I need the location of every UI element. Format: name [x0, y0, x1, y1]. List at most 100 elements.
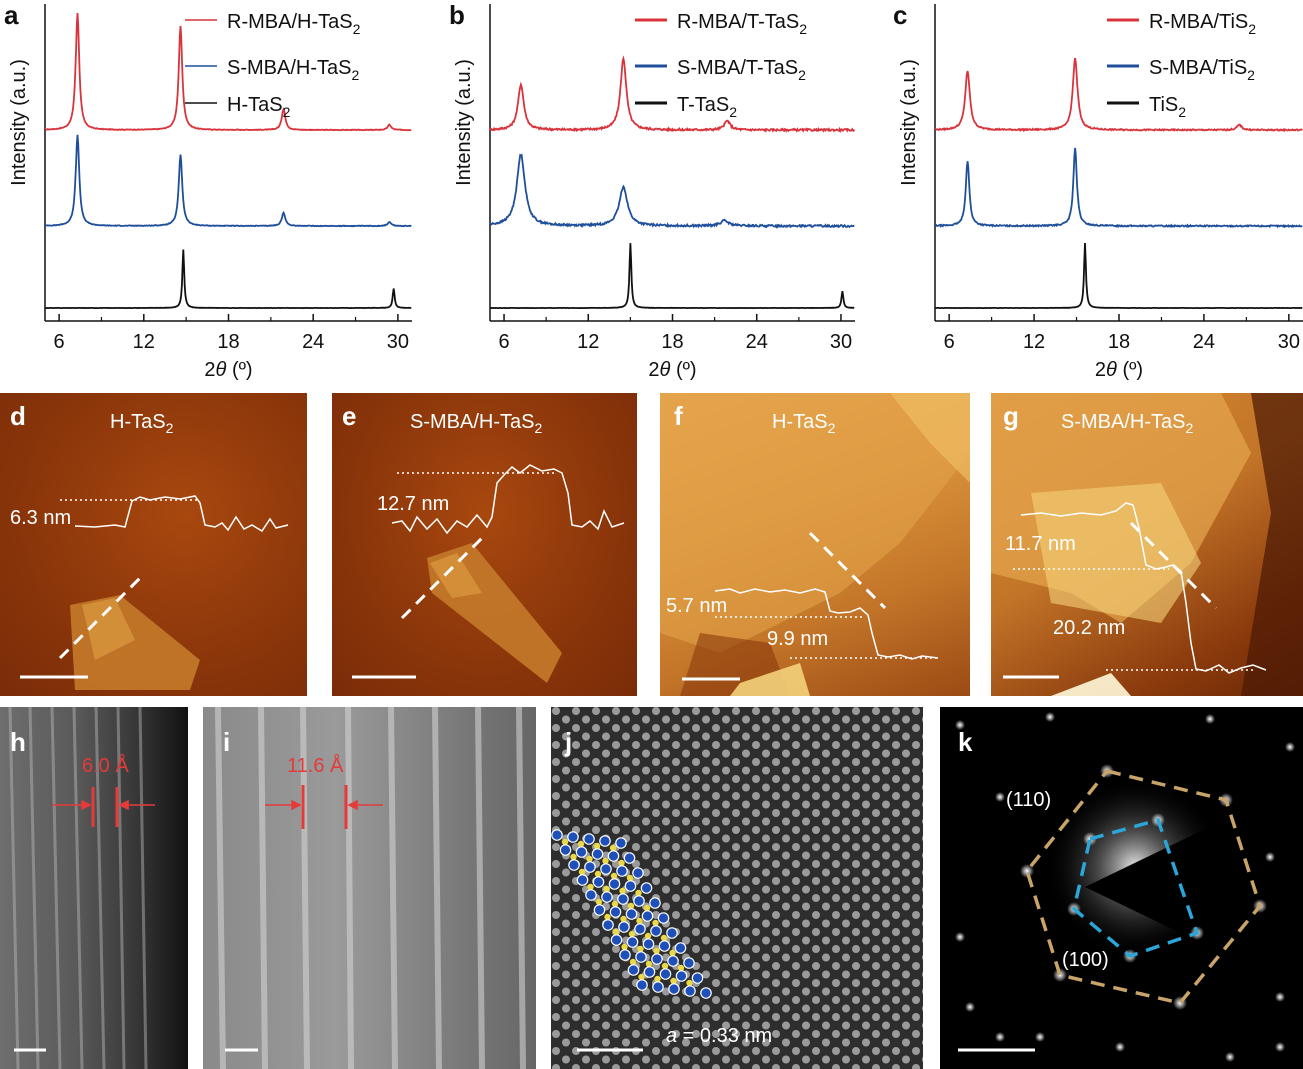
atom-ta [700, 987, 712, 999]
atom-s [612, 928, 620, 936]
x-tick-label: 30 [387, 331, 409, 353]
atom-ta [617, 893, 629, 905]
panel-label-i: i [223, 727, 231, 757]
atom-ta [624, 880, 637, 892]
spacing-label-h: 6.0 Å [82, 755, 129, 777]
afm-overlay-f [660, 393, 970, 696]
tem-image-i: i 11.6 Å [203, 707, 536, 1069]
x-tick-label: 12 [133, 331, 155, 353]
atom-ta [585, 889, 597, 901]
x-axis-label: 2θ (º) [204, 359, 252, 381]
atom-ta [576, 874, 589, 886]
atom-s [637, 945, 644, 953]
afm-overlay-e [352, 464, 625, 683]
diffraction-spot [1275, 992, 1285, 1002]
x-tick-label: 18 [661, 331, 683, 353]
x-tick-label: 6 [498, 331, 509, 353]
atom-ta [625, 908, 638, 920]
atom-ta [683, 957, 695, 969]
atom-s [653, 947, 660, 955]
afm-image-e: e S-MBA/H-TaS2 12.7 nm [332, 393, 637, 696]
height-label-d: 6.3 nm [10, 507, 72, 529]
x-tick-label: 30 [1278, 331, 1300, 353]
y-axis-label: Intensity (a.u.) [898, 59, 920, 186]
afm-overlay-d [20, 495, 289, 690]
atom-s [638, 973, 645, 981]
height-label-f-2: 9.9 nm [767, 628, 829, 650]
atom-s [635, 889, 642, 897]
x-tick-label: 30 [830, 331, 852, 353]
atom-s [636, 917, 643, 925]
atom-s [603, 885, 610, 893]
x-tick-label: 12 [577, 331, 599, 353]
atom-s [644, 932, 652, 940]
atom-ta [651, 953, 663, 965]
atom-ta [584, 861, 596, 873]
atom-ta [551, 829, 563, 841]
panel-label-k: k [958, 727, 973, 757]
atom-s [602, 857, 609, 865]
series-line-b-2 [489, 243, 855, 310]
atom-s [661, 962, 669, 970]
x-tick-label: 6 [54, 331, 65, 353]
atom-ta [575, 846, 588, 858]
afm-image-d: d H-TaS2 6.3 nm [0, 393, 307, 696]
atom-ta [634, 923, 646, 935]
atom-ta [627, 964, 640, 976]
atom-ta [593, 904, 606, 916]
atom-ta [666, 927, 678, 939]
atom-s [586, 855, 593, 863]
atom-ta [608, 878, 621, 890]
atom-ta [667, 955, 679, 967]
atom-ta [600, 863, 612, 875]
legend-entry: T-TaS2 [677, 94, 737, 120]
atom-ta [591, 848, 604, 860]
height-label-e: 12.7 nm [377, 493, 450, 515]
atom-s [595, 898, 603, 906]
atom-s [593, 842, 601, 850]
atom-ta [609, 906, 622, 918]
atom-s [604, 913, 611, 921]
height-label-g-1: 11.7 nm [1005, 533, 1076, 555]
diffraction-spot [1225, 1052, 1235, 1062]
atom-ta [602, 919, 614, 931]
atom-ta [607, 850, 620, 862]
atom-s [670, 977, 677, 985]
x-tick-label: 18 [217, 331, 239, 353]
lattice-label-j: a = 0.33 nm [666, 1025, 773, 1047]
series-line-b-0 [489, 55, 856, 134]
atom-s [620, 915, 627, 923]
diffraction-spot [955, 720, 965, 730]
atom-ta [649, 897, 661, 909]
xrd-chart-a: 6 12 18 24 30 2θ (º) Intensity (a.u.) a R-MBA/H-… [4, 0, 412, 381]
atom-ta [601, 891, 613, 903]
atom-s [578, 868, 586, 876]
legend-entry: S-MBA/TiS2 [1149, 57, 1255, 83]
legend-entry: R-MBA/T-TaS2 [677, 11, 807, 37]
x-tick-label: 24 [746, 331, 768, 353]
atom-ta [592, 876, 605, 888]
series-line-c-0 [934, 57, 1303, 133]
diffraction-spot [1053, 968, 1067, 982]
atom-s [669, 949, 676, 957]
legend-entry: R-MBA/H-TaS2 [227, 11, 361, 37]
panel-label-f: f [674, 401, 683, 431]
atom-ta [636, 979, 648, 991]
xrd-panel-c: 6 12 18 24 30 2θ (º) Intensity (a.u.) c R-MBA/Ti… [885, 0, 1303, 390]
xrd-chart-b: 6 12 18 24 30 2θ (º) Intensity (a.u.) b R-MBA/T-… [449, 0, 856, 381]
atom-ta [635, 951, 647, 963]
atom-s [618, 859, 625, 867]
height-label-f-1: 5.7 nm [666, 595, 728, 617]
atom-ta [633, 895, 645, 907]
atom-ta [674, 942, 687, 954]
afm-overlay-g [991, 393, 1303, 696]
diffraction-spot [1205, 714, 1215, 724]
afm-image-f: f H-TaS2 5.7 nm 9.9 nm [660, 393, 970, 696]
atom-s [610, 872, 618, 880]
x-tick-label: 12 [1023, 331, 1045, 353]
atom-ta [618, 921, 630, 933]
series-line-a-0 [45, 13, 412, 132]
atom-ta [691, 972, 704, 984]
panel-label-c: c [893, 0, 907, 30]
spacing-label-i: 11.6 Å [287, 755, 344, 777]
